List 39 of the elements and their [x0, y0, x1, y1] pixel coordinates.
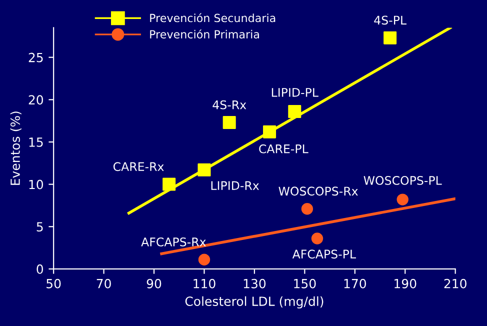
point	[311, 232, 324, 244]
y-tick-label: 15	[29, 138, 43, 147]
annotation: CARE-PL	[259, 144, 308, 154]
point	[301, 203, 314, 215]
annotation: AFCAPS-PL	[292, 250, 356, 259]
x-tick-label: 190	[394, 278, 416, 288]
y-axis-title: Eventos (%)	[10, 112, 22, 185]
y-tick-label: 10	[29, 180, 44, 190]
x-axis-title: Colesterol LDL (mg/dl)	[185, 296, 324, 308]
y-tick-label: 20	[28, 95, 44, 105]
x-tick-label: 70	[96, 278, 111, 288]
annotation: WOSCOPS-Rx	[278, 186, 358, 196]
y-tick-label: 5	[36, 222, 43, 232]
annotation: 4S-Rx	[212, 100, 246, 110]
point	[396, 194, 408, 206]
point	[384, 31, 397, 44]
point	[198, 163, 211, 176]
annotation: AFCAPS-Rx	[141, 237, 206, 246]
x-tick-label: 110	[194, 278, 216, 288]
annotation: WOSCOPS-PL	[364, 176, 442, 185]
x-tick-label: 150	[294, 278, 316, 288]
x-tick-label: 90	[146, 278, 162, 288]
x-tick-label: 50	[46, 278, 61, 288]
legend-label: Prevención Primaria	[150, 29, 259, 38]
point	[263, 125, 276, 138]
x-tick-label: 170	[344, 278, 366, 288]
legend-label: Prevención Secundaria	[150, 13, 276, 22]
y-tick-label: 25	[28, 52, 43, 62]
y-tick-label: 0	[36, 264, 44, 274]
annotation: LIPID-PL	[272, 88, 318, 97]
point	[162, 178, 176, 191]
point	[198, 254, 210, 266]
annotation: 4S-PL	[374, 16, 406, 25]
point	[288, 105, 302, 118]
annotation: LIPID-Rx	[211, 181, 260, 190]
point	[222, 116, 236, 130]
x-tick-label: 130	[244, 278, 266, 288]
annotation: CARE-Rx	[113, 162, 164, 172]
x-tick-label: 210	[444, 278, 466, 288]
